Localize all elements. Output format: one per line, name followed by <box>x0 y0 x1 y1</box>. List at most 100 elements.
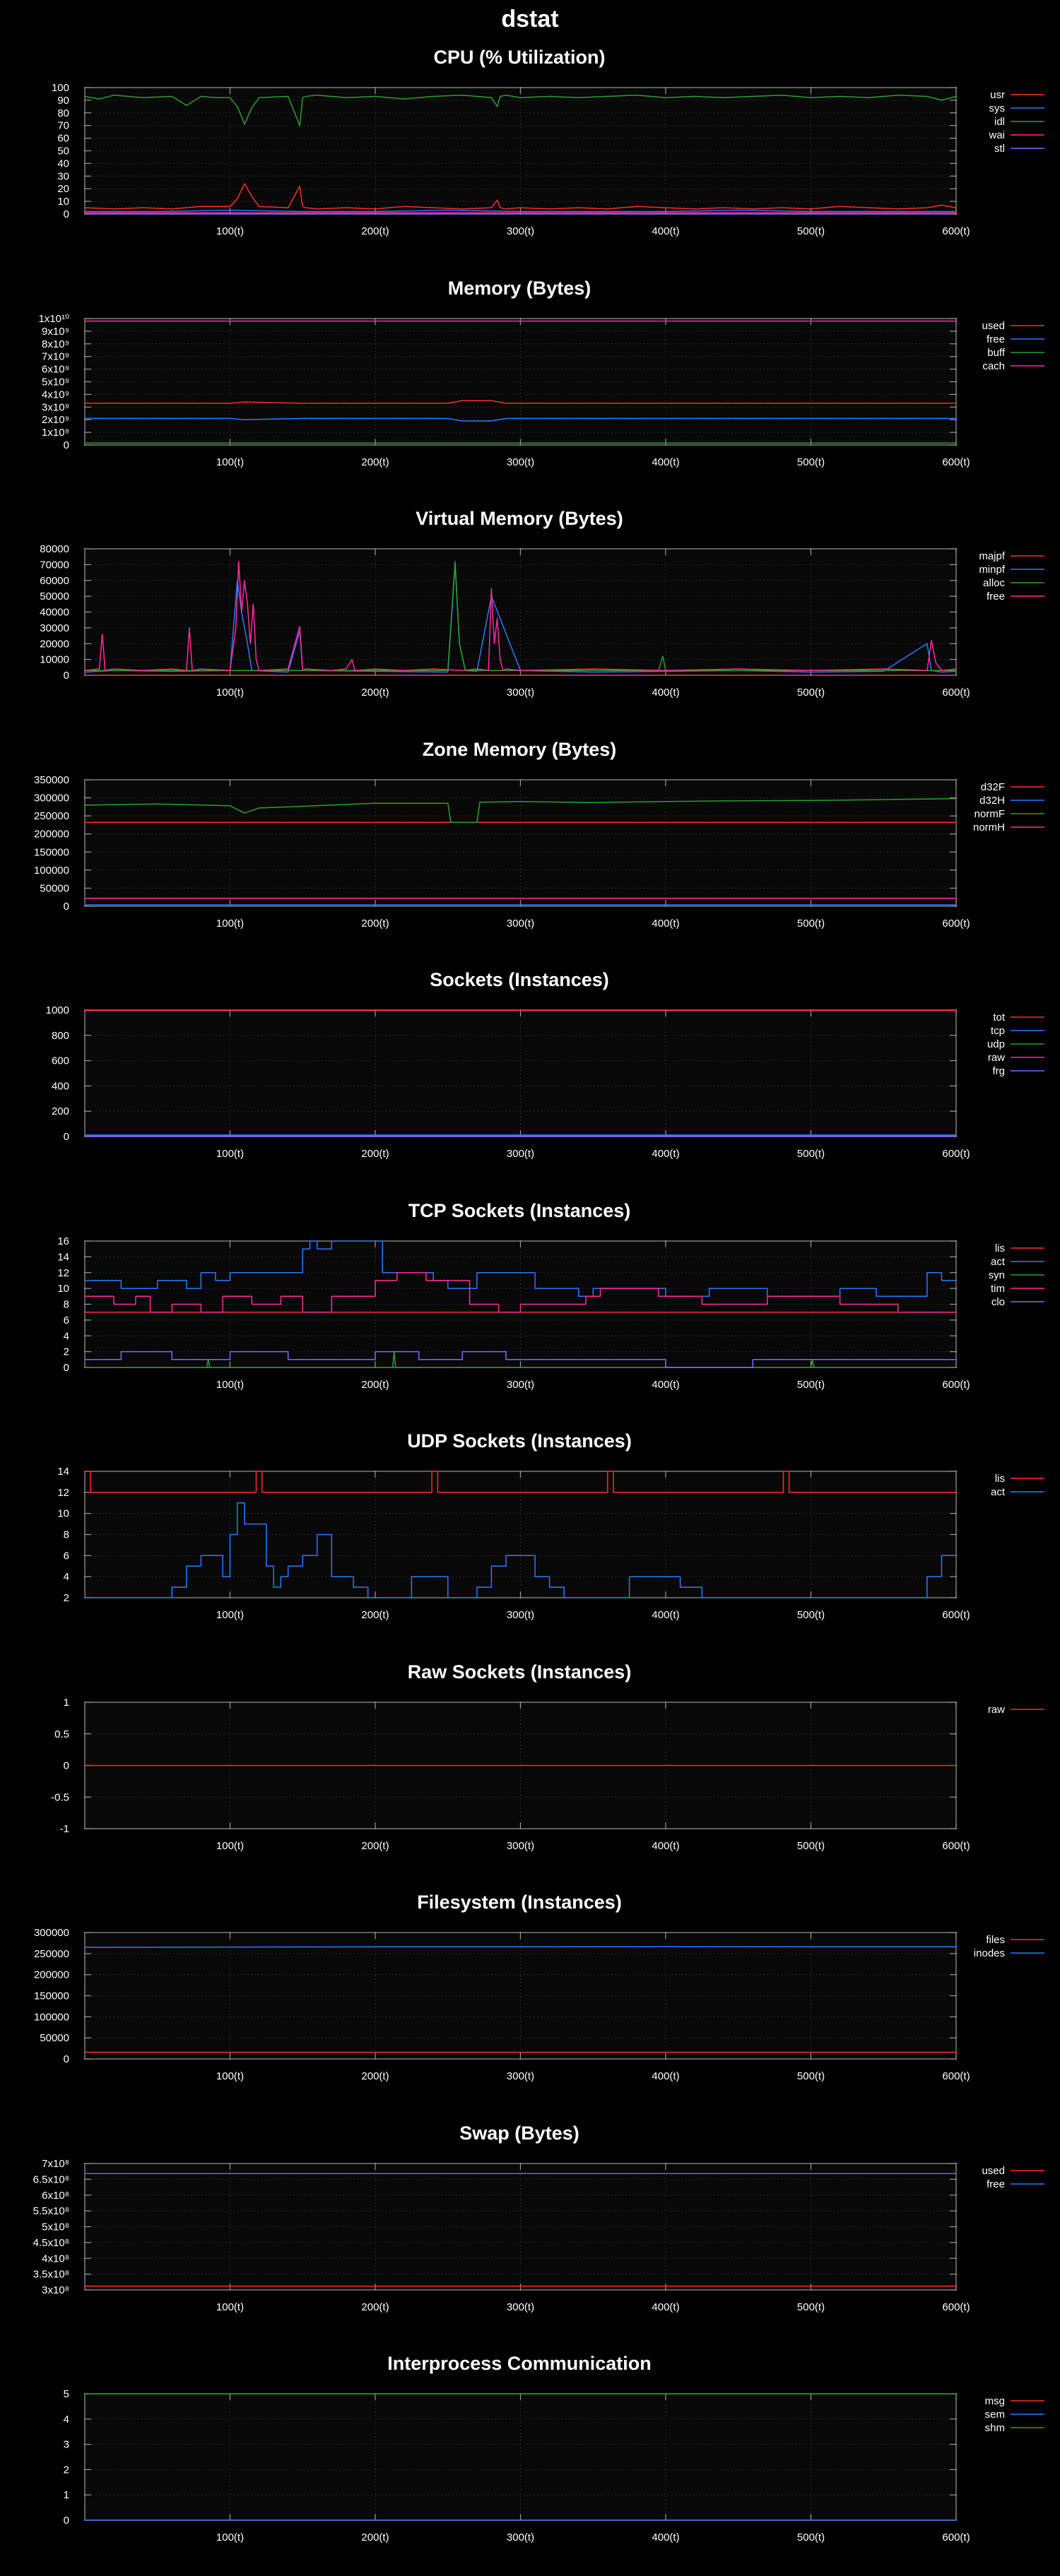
x-tick-label: 600(t) <box>942 2301 970 2313</box>
y-tick-label: 2x10⁹ <box>42 414 69 426</box>
x-tick-label: 600(t) <box>942 456 970 468</box>
chart-title: Swap (Bytes) <box>459 2123 579 2144</box>
y-tick-label: -1 <box>60 1823 69 1835</box>
x-tick-label: 400(t) <box>652 1379 679 1391</box>
x-tick-label: 300(t) <box>507 1148 534 1160</box>
x-tick-label: 200(t) <box>361 456 389 468</box>
y-tick-label: 20 <box>57 183 69 195</box>
y-tick-label: 200000 <box>34 828 69 840</box>
series-line-clo <box>85 1351 956 1368</box>
x-tick-label: 500(t) <box>797 1148 825 1160</box>
y-tick-label: 14 <box>57 1251 69 1263</box>
x-tick-label: 100(t) <box>216 687 244 699</box>
y-tick-label: 40 <box>57 158 69 170</box>
legend-label: majpf <box>979 550 1006 562</box>
x-tick-label: 100(t) <box>216 225 244 237</box>
y-tick-label: 16 <box>57 1235 69 1247</box>
x-tick-label: 100(t) <box>216 1609 244 1621</box>
chart-panel: Raw Sockets (Instances) -1 -0.5 0 0.5 1 100(t)… <box>51 1661 1044 1852</box>
legend-label: raw <box>988 1052 1005 1064</box>
series-line-act <box>85 1502 956 1598</box>
legend-label: act <box>991 1256 1006 1268</box>
y-tick-label: 60 <box>57 133 69 145</box>
x-tick-label: 500(t) <box>797 687 825 699</box>
x-tick-label: 300(t) <box>507 2532 534 2544</box>
chart-panel: Sockets (Instances) 0 200 400 600 800 1000 100(… <box>46 969 1044 1160</box>
y-tick-label: 4 <box>64 1571 69 1583</box>
series-line-lis <box>85 1471 956 1493</box>
y-tick-label: 0 <box>64 670 69 682</box>
y-tick-label: 1 <box>64 2489 69 2501</box>
y-tick-label: 6x10⁹ <box>42 363 69 375</box>
y-tick-label: 5.5x10⁸ <box>33 2205 69 2217</box>
x-tick-label: 500(t) <box>797 2532 825 2544</box>
y-tick-label: 150000 <box>34 846 69 858</box>
legend-label: buff <box>987 347 1006 359</box>
legend-label: tot <box>993 1011 1006 1023</box>
y-tick-label: 4 <box>64 2414 69 2426</box>
y-tick-label: 70 <box>57 120 69 132</box>
y-tick-label: 8x10⁹ <box>42 338 69 350</box>
x-tick-label: 600(t) <box>942 1148 970 1160</box>
legend-label: used <box>982 320 1005 332</box>
x-tick-label: 300(t) <box>507 2070 534 2082</box>
y-tick-label: 8 <box>64 1529 69 1541</box>
legend-label: d32H <box>979 795 1005 807</box>
legend-label: lis <box>995 1242 1005 1254</box>
x-tick-label: 400(t) <box>652 1609 679 1621</box>
x-tick-label: 600(t) <box>942 2532 970 2544</box>
y-tick-label: 10 <box>57 1508 69 1520</box>
x-tick-label: 200(t) <box>361 225 389 237</box>
y-tick-label: 6 <box>64 1314 69 1326</box>
y-tick-label: 4 <box>64 1330 69 1342</box>
x-tick-label: 300(t) <box>507 456 534 468</box>
y-tick-label: 400 <box>52 1080 69 1092</box>
y-tick-label: 7x10⁹ <box>42 350 69 362</box>
chart-panel: Filesystem (Instances) 0 50000 100000 150000… <box>34 1892 1044 2082</box>
y-tick-label: 9x10⁹ <box>42 325 69 337</box>
legend-label: lis <box>995 1473 1005 1485</box>
chart-title: Sockets (Instances) <box>430 969 609 990</box>
series-line-normF <box>84 797 957 823</box>
y-tick-label: 12 <box>57 1487 69 1499</box>
y-tick-label: 350000 <box>34 774 69 786</box>
x-tick-label: 400(t) <box>652 225 679 237</box>
y-tick-label: 50000 <box>40 882 69 894</box>
x-tick-label: 400(t) <box>652 687 679 699</box>
series-line-idl <box>84 94 957 126</box>
y-tick-label: 1000 <box>46 1004 69 1016</box>
chart-title: Interprocess Communication <box>387 2353 652 2374</box>
y-tick-label: 200 <box>52 1105 69 1117</box>
y-tick-label: 5 <box>64 2388 69 2400</box>
x-tick-label: 400(t) <box>652 1840 679 1852</box>
legend-label: stl <box>994 143 1005 155</box>
legend-label: free <box>987 590 1005 603</box>
y-tick-label: 2 <box>64 2464 69 2476</box>
x-tick-label: 100(t) <box>216 2301 244 2313</box>
chart-title: Raw Sockets (Instances) <box>408 1661 632 1682</box>
x-tick-label: 600(t) <box>942 687 970 699</box>
x-tick-label: 100(t) <box>216 456 244 468</box>
x-tick-label: 600(t) <box>942 1379 970 1391</box>
x-tick-label: 400(t) <box>652 918 679 930</box>
x-tick-label: 400(t) <box>652 1148 679 1160</box>
legend-label: usr <box>990 89 1005 101</box>
legend-label: raw <box>988 1704 1005 1716</box>
y-tick-label: 2 <box>64 1592 69 1604</box>
y-tick-label: 30000 <box>40 622 69 634</box>
y-tick-label: 800 <box>52 1030 69 1042</box>
x-tick-label: 600(t) <box>942 1609 970 1621</box>
x-tick-label: 600(t) <box>942 1840 970 1852</box>
y-tick-label: 100000 <box>34 2011 69 2023</box>
y-tick-label: 2 <box>64 1346 69 1358</box>
chart-panel: CPU (% Utilization)010203040506070809010… <box>52 47 1044 237</box>
y-tick-label: 0 <box>64 439 69 451</box>
y-tick-label: 0 <box>64 208 69 220</box>
y-tick-label: 100000 <box>34 864 69 876</box>
x-tick-label: 500(t) <box>797 1609 825 1621</box>
x-tick-label: 600(t) <box>942 918 970 930</box>
y-tick-label: 50000 <box>40 590 69 603</box>
x-tick-label: 500(t) <box>797 1379 825 1391</box>
y-tick-label: 6.5x10⁸ <box>33 2173 69 2185</box>
chart-title: Memory (Bytes) <box>448 278 591 299</box>
